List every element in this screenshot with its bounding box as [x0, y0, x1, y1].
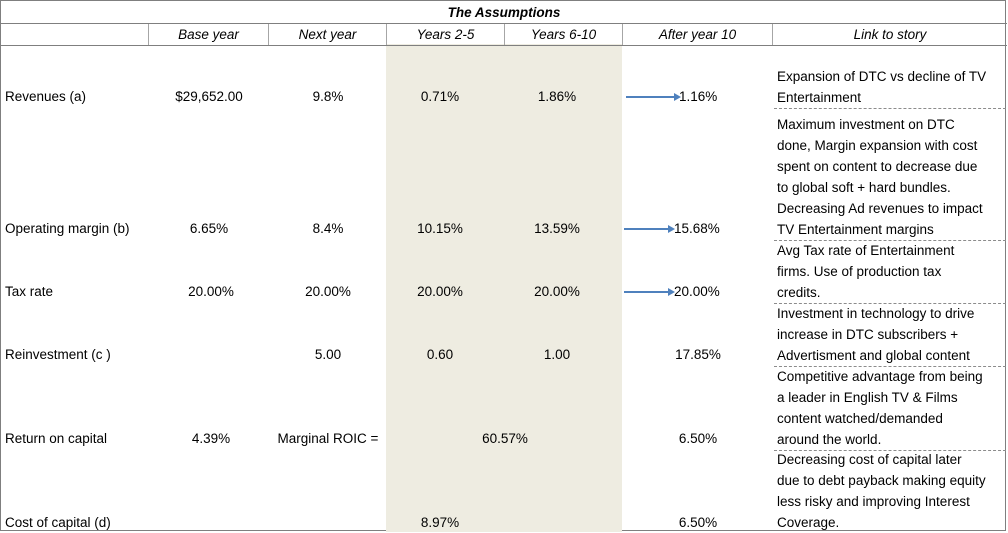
header-next-year: Next year — [298, 27, 357, 42]
story-line: Advertisment and global content — [774, 345, 1006, 367]
header-years-2-5: Years 2-5 — [416, 27, 475, 42]
arrow-right-icon — [623, 224, 675, 234]
operating-margin-years-2-5: 10.15% — [417, 221, 463, 236]
story-line: Entertainment — [774, 87, 1006, 109]
header-link-to-story: Link to story — [853, 27, 927, 42]
reinvestment-next: 5.00 — [314, 347, 342, 362]
row-label-return-on-capital: Return on capital — [5, 431, 108, 446]
operating-margin-next: 8.4% — [312, 221, 344, 236]
cost-of-capital-years-2-5: 8.97% — [420, 515, 460, 530]
story-note-reinvestment: Investment in technology to drive increa… — [774, 303, 1006, 367]
header-separator — [148, 24, 149, 45]
revenues-years-2-5: 0.71% — [420, 89, 460, 104]
reinvestment-years-2-5: 0.60 — [426, 347, 454, 362]
tax-rate-next: 20.00% — [305, 284, 351, 299]
story-line: due to debt payback making equity — [777, 473, 986, 488]
header-after-year-10: After year 10 — [658, 27, 737, 42]
row-label-tax-rate: Tax rate — [5, 284, 54, 299]
story-line: a leader in English TV & Films — [777, 390, 958, 405]
header-separator — [268, 24, 269, 45]
table-title: The Assumptions — [447, 5, 561, 20]
header-separator — [504, 24, 505, 45]
story-line: to global soft + hard bundles. — [777, 180, 951, 195]
story-note-tax-rate: Avg Tax rate of Entertainment firms. Use… — [774, 240, 1006, 304]
arrow-right-icon — [625, 92, 681, 102]
revenues-base: $29,652.00 — [175, 89, 243, 104]
revenues-after-10: 1.16% — [679, 89, 718, 104]
row-label-cost-of-capital: Cost of capital (d) — [5, 515, 111, 530]
tax-rate-after-10: 20.00% — [674, 284, 720, 299]
tax-rate-years-2-5: 20.00% — [417, 284, 463, 299]
row-label-operating-margin: Operating margin (b) — [5, 221, 130, 236]
cost-of-capital-after-10: 6.50% — [678, 515, 718, 530]
story-line: Investment in technology to drive — [777, 306, 975, 321]
operating-margin-years-6-10: 13.59% — [534, 221, 580, 236]
revenues-years-6-10: 1.86% — [537, 89, 577, 104]
story-line: spent on content to decrease due — [777, 159, 978, 174]
header-separator — [622, 24, 623, 45]
story-line: TV Entertainment margins — [774, 219, 1006, 241]
header-divider — [1, 45, 1007, 46]
story-line: Avg Tax rate of Entertainment — [777, 243, 955, 258]
story-note-operating-margin: Maximum investment on DTC done, Margin e… — [774, 114, 1006, 241]
story-line: Expansion of DTC vs decline of TV — [777, 69, 987, 84]
arrow-right-icon — [623, 287, 675, 297]
reinvestment-after-10: 17.85% — [675, 347, 721, 362]
story-line: done, Margin expansion with cost — [777, 138, 978, 153]
title-divider — [1, 23, 1007, 24]
story-line: firms. Use of production tax — [777, 264, 942, 279]
story-note-cost-of-capital: Decreasing cost of capital later due to … — [774, 449, 1006, 533]
return-on-capital-after-10: 6.50% — [678, 431, 718, 446]
tax-rate-years-6-10: 20.00% — [534, 284, 580, 299]
revenues-next: 9.8% — [312, 89, 344, 104]
operating-margin-base: 6.65% — [189, 221, 229, 236]
reinvestment-years-6-10: 1.00 — [543, 347, 571, 362]
story-line: credits. — [774, 282, 1006, 304]
story-note-revenues: Expansion of DTC vs decline of TV Entert… — [774, 66, 1006, 109]
header-separator — [772, 24, 773, 45]
header-separator — [386, 24, 387, 45]
story-line: Decreasing Ad revenues to impact — [777, 201, 983, 216]
header-base-year: Base year — [178, 27, 239, 42]
story-line: Competitive advantage from being — [777, 369, 983, 384]
story-note-return-on-capital: Competitive advantage from being a leade… — [774, 366, 1006, 451]
marginal-roic-label: Marginal ROIC = — [277, 431, 379, 446]
row-label-reinvestment: Reinvestment (c ) — [5, 347, 111, 362]
marginal-roic-value: 60.57% — [482, 431, 528, 446]
story-line: increase in DTC subscribers + — [777, 327, 959, 342]
story-line: around the world. — [774, 429, 1006, 451]
story-line: content watched/demanded — [777, 411, 943, 426]
story-line: less risky and improving Interest — [777, 494, 970, 509]
story-line: Decreasing cost of capital later — [777, 452, 962, 467]
header-years-6-10: Years 6-10 — [530, 27, 597, 42]
tax-rate-base: 20.00% — [188, 284, 234, 299]
shaded-years-column — [386, 44, 622, 532]
row-label-revenues: Revenues (a) — [5, 89, 87, 104]
story-line: Maximum investment on DTC — [777, 117, 955, 132]
return-on-capital-base: 4.39% — [191, 431, 231, 446]
story-line: Coverage. — [777, 515, 840, 530]
operating-margin-after-10: 15.68% — [674, 221, 720, 236]
